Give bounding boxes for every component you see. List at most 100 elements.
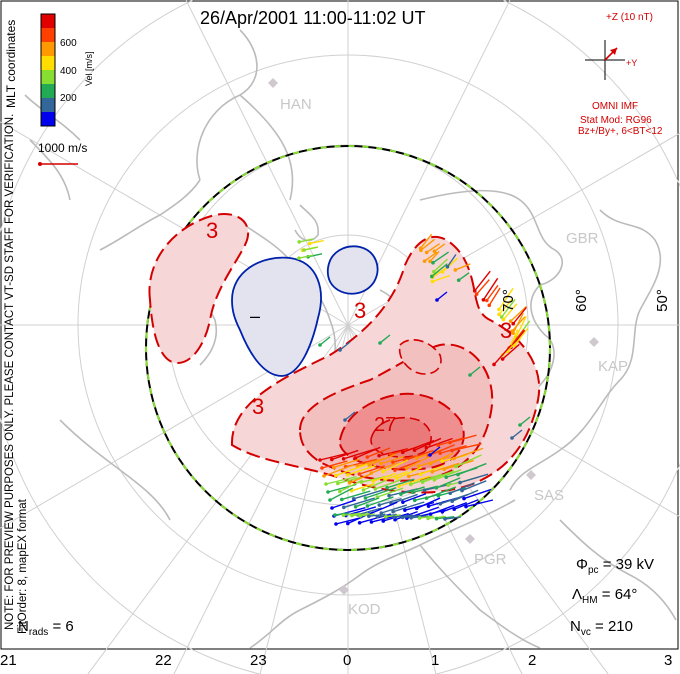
velocity-vector: [424, 251, 438, 262]
velocity-vector-origin: [395, 476, 399, 480]
velocity-vector: [501, 298, 516, 318]
velocity-vector: [498, 287, 514, 310]
mlt-label-2: 2: [528, 652, 537, 669]
velocity-vector: [469, 366, 481, 376]
nrads-value: = 6: [52, 618, 74, 635]
velocity-vector: [353, 489, 384, 500]
velocity-vector-origin: [424, 496, 429, 500]
colorbar-segment: [41, 70, 55, 85]
vector-count: Nvc = 210: [570, 618, 633, 638]
velocity-vector: [396, 466, 423, 479]
velocity-vector: [351, 483, 375, 492]
velocity-vector-origin: [397, 484, 401, 488]
velocity-vector-origin: [510, 436, 514, 440]
velocity-vector-origin: [443, 517, 447, 521]
contour-label-max: 27: [374, 414, 397, 436]
velocity-vector-origin: [450, 499, 454, 504]
velocity-vector: [298, 254, 314, 259]
velocity-vector: [420, 465, 444, 475]
phi-value: = 39 kV: [602, 556, 654, 573]
velocity-vector-origin: [426, 516, 430, 521]
velocity-vector-origin: [518, 423, 522, 427]
velocity-vector: [333, 458, 360, 469]
velocity-colorbar: [41, 14, 55, 127]
velocity-vector: [377, 513, 398, 518]
plot-title: 26/Apr/2001 11:00-11:02 UT: [200, 8, 426, 28]
velocity-vector: [422, 470, 455, 483]
velocity-vector-origin: [428, 512, 433, 516]
velocity-vector: [359, 465, 385, 475]
velocity-vector: [402, 439, 435, 453]
velocity-vector-origin: [324, 482, 328, 486]
velocity-vector: [426, 437, 453, 449]
velocity-vector-origin: [297, 256, 301, 260]
velocity-vector: [379, 334, 391, 344]
velocity-vector-origin: [414, 456, 419, 460]
velocity-vector: [459, 473, 489, 484]
velocity-vector-origin: [361, 488, 366, 492]
velocity-vector: [392, 501, 425, 513]
colorbar-segment: [41, 42, 55, 57]
velocity-vector: [430, 452, 454, 465]
velocity-vector: [341, 490, 371, 501]
velocity-vector: [432, 251, 449, 264]
velocity-vector: [429, 250, 440, 262]
velocity-vector: [446, 254, 457, 268]
velocity-vector: [432, 274, 451, 283]
mlt-label-3: 3: [664, 652, 673, 669]
velocity-vector-origin: [387, 493, 391, 498]
velocity-vector: [381, 504, 408, 514]
velocity-vector: [357, 507, 382, 516]
velocity-vector: [371, 462, 398, 474]
contour-label-east: 3: [500, 318, 513, 343]
colorbar-label: Vel [m/s]: [84, 51, 94, 86]
velocity-vector: [339, 341, 351, 351]
velocity-vector-origin: [318, 458, 322, 462]
velocity-vector-origin: [330, 506, 334, 510]
velocity-vector-origin: [426, 504, 431, 508]
velocity-vector-origin: [371, 479, 376, 483]
velocity-vector-origin: [428, 259, 432, 264]
imf-bz-label: +Z (10 nT): [606, 12, 653, 23]
velocity-vector-origin: [377, 503, 382, 507]
mlt-label-23: 23: [250, 652, 267, 669]
colorbar-frame: [40, 13, 56, 127]
velocity-vector: [508, 328, 525, 349]
velocity-vector-origin: [343, 418, 347, 422]
velocity-vector: [355, 497, 380, 508]
velocity-vector: [453, 499, 479, 510]
velocity-vector-origin: [434, 486, 439, 490]
velocity-vector-origin: [430, 279, 435, 284]
velocity-vector: [347, 464, 377, 476]
velocity-vector: [429, 446, 441, 456]
velocity-vector-origin: [492, 362, 496, 367]
mlt-label-0: 0: [343, 652, 352, 669]
nvc-symbol: N: [570, 618, 581, 635]
lambda-sub: HM: [582, 595, 598, 606]
velocity-vector-origin: [485, 298, 489, 303]
velocity-vector-origin: [487, 303, 492, 308]
velocity-vector-origin: [436, 494, 441, 498]
imf-condition: Bz+/By+, 6<BT<12: [578, 126, 663, 137]
velocity-vector-origin: [462, 496, 466, 501]
velocity-vector-origin: [422, 488, 427, 492]
velocity-vector-origin: [328, 498, 332, 502]
negative-cell-small: [326, 245, 379, 295]
velocity-vector-origin: [434, 516, 439, 521]
velocity-vector: [426, 486, 457, 499]
station-kod: KOD: [348, 601, 381, 618]
fit-order-note: FitOrder: 8, mapEX format: [17, 499, 29, 634]
velocity-vectors: [297, 233, 531, 526]
velocity-vector: [378, 448, 408, 457]
velocity-vector-origin: [353, 456, 358, 460]
velocity-vector: [331, 449, 359, 461]
velocity-vector-origin: [391, 509, 395, 514]
velocity-vector: [355, 446, 381, 459]
velocity-vector-origin: [438, 451, 442, 456]
velocity-vector-origin: [409, 515, 413, 520]
velocity-vector: [323, 464, 354, 477]
velocity-vector: [331, 499, 357, 509]
velocity-vector: [349, 472, 373, 484]
velocity-vector-origin: [340, 497, 344, 502]
